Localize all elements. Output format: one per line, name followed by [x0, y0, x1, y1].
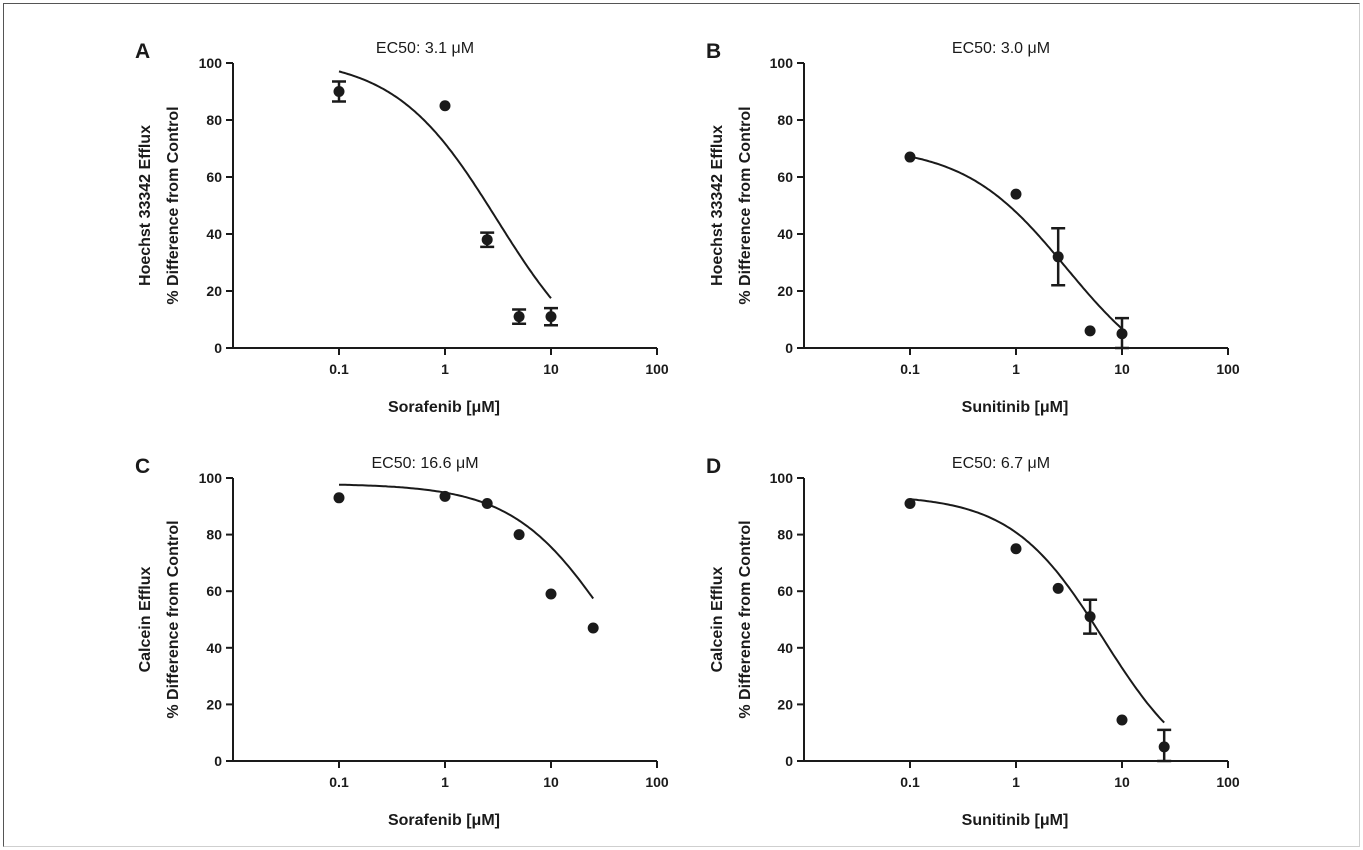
- data-point: [1116, 714, 1128, 726]
- x-tick-label: 100: [645, 774, 669, 790]
- x-tick-label: 10: [543, 361, 559, 377]
- fit-curve: [338, 70, 552, 299]
- data-point: [1052, 251, 1064, 263]
- chart-title: EC50: 3.0 μM: [952, 40, 1050, 57]
- data-point: [513, 529, 525, 541]
- y-axis-label: % Difference from Control: [737, 106, 754, 304]
- figure-frame: [3, 3, 1360, 847]
- fit-curve: [909, 498, 1165, 724]
- y-tick-label: 80: [777, 527, 793, 543]
- x-tick-label: 10: [1114, 774, 1130, 790]
- data-point: [1116, 328, 1128, 340]
- y-tick-label: 100: [199, 55, 223, 71]
- x-tick-label: 100: [1216, 361, 1240, 377]
- y-axis-label: % Difference from Control: [165, 520, 182, 718]
- x-tick-label: 100: [1216, 774, 1240, 790]
- y-axis-label: Calcein Efflux: [709, 567, 726, 673]
- chart-title: EC50: 6.7 μM: [952, 455, 1050, 472]
- y-axis-label: Hoechst 33342 Efflux: [709, 125, 726, 286]
- y-tick-label: 60: [206, 169, 222, 185]
- x-tick-label: 0.1: [329, 361, 349, 377]
- y-tick-label: 40: [777, 226, 793, 242]
- data-point: [1158, 741, 1170, 753]
- y-tick-label: 20: [777, 696, 793, 712]
- panel-letter: A: [135, 40, 150, 63]
- data-point: [1052, 582, 1064, 594]
- data-point: [1010, 543, 1022, 555]
- data-point: [545, 588, 557, 600]
- data-point: [545, 311, 557, 323]
- x-axis-label: Sunitinib [μM]: [962, 399, 1069, 416]
- x-tick-label: 100: [645, 361, 669, 377]
- data-point: [1084, 325, 1096, 337]
- y-axis-label: Hoechst 33342 Efflux: [137, 125, 154, 286]
- x-tick-label: 0.1: [329, 774, 349, 790]
- x-tick-label: 0.1: [900, 361, 920, 377]
- x-axis-label: Sunitinib [μM]: [962, 812, 1069, 829]
- y-tick-label: 60: [206, 583, 222, 599]
- data-point: [587, 622, 599, 634]
- chart-panel-b: B EC50: 3.0 μM 0 20 40 60 80 100 0.1 1 10 100 Suniti…: [706, 40, 1240, 416]
- y-tick-label: 80: [777, 112, 793, 128]
- y-tick-label: 60: [777, 583, 793, 599]
- chart-panel-a: A EC50: 3.1 μM 0 20 40 60 80 100 0.1 1 10 100 Sorafe…: [135, 40, 669, 416]
- y-axis-label: % Difference from Control: [737, 520, 754, 718]
- y-tick-label: 20: [206, 696, 222, 712]
- chart-panel-c: C EC50: 16.6 μM 0 20 40 60 80 100 0.1 1 10 100 Soraf…: [135, 455, 669, 829]
- panel-letter: B: [706, 40, 721, 63]
- data-point: [481, 497, 493, 509]
- y-tick-label: 40: [206, 226, 222, 242]
- y-tick-label: 100: [770, 470, 794, 486]
- x-tick-label: 1: [441, 361, 449, 377]
- data-point: [1010, 188, 1022, 200]
- y-tick-label: 0: [785, 753, 793, 769]
- y-axis-label: Calcein Efflux: [137, 567, 154, 673]
- data-point: [333, 86, 345, 97]
- data-point: [904, 497, 916, 509]
- y-tick-label: 80: [206, 112, 222, 128]
- data-point: [513, 311, 525, 323]
- data-point: [1084, 611, 1096, 623]
- x-tick-label: 1: [1012, 361, 1020, 377]
- data-point: [439, 490, 451, 502]
- x-axis-label: Sorafenib [μM]: [388, 812, 500, 829]
- panel-letter: D: [706, 455, 721, 478]
- y-axis-label: % Difference from Control: [165, 106, 182, 304]
- data-point: [904, 151, 916, 163]
- y-tick-label: 80: [206, 527, 222, 543]
- y-tick-label: 0: [214, 753, 222, 769]
- fit-curve: [339, 483, 595, 600]
- chart-title: EC50: 16.6 μM: [371, 455, 478, 472]
- y-tick-label: 60: [777, 169, 793, 185]
- x-tick-label: 10: [1114, 361, 1130, 377]
- x-tick-label: 10: [543, 774, 559, 790]
- data-point: [481, 234, 493, 246]
- y-tick-label: 40: [777, 640, 793, 656]
- y-tick-label: 0: [785, 340, 793, 356]
- y-tick-label: 100: [199, 470, 223, 486]
- x-axis-label: Sorafenib [μM]: [388, 399, 500, 416]
- y-tick-label: 40: [206, 640, 222, 656]
- y-tick-label: 100: [770, 55, 794, 71]
- data-point: [439, 100, 451, 112]
- fit-curve: [909, 155, 1123, 330]
- x-tick-label: 0.1: [900, 774, 920, 790]
- chart-title: EC50: 3.1 μM: [376, 40, 474, 57]
- y-tick-label: 20: [777, 283, 793, 299]
- y-tick-label: 20: [206, 283, 222, 299]
- data-point: [333, 492, 345, 504]
- x-tick-label: 1: [1012, 774, 1020, 790]
- y-tick-label: 0: [214, 340, 222, 356]
- x-tick-label: 1: [441, 774, 449, 790]
- panel-letter: C: [135, 455, 150, 478]
